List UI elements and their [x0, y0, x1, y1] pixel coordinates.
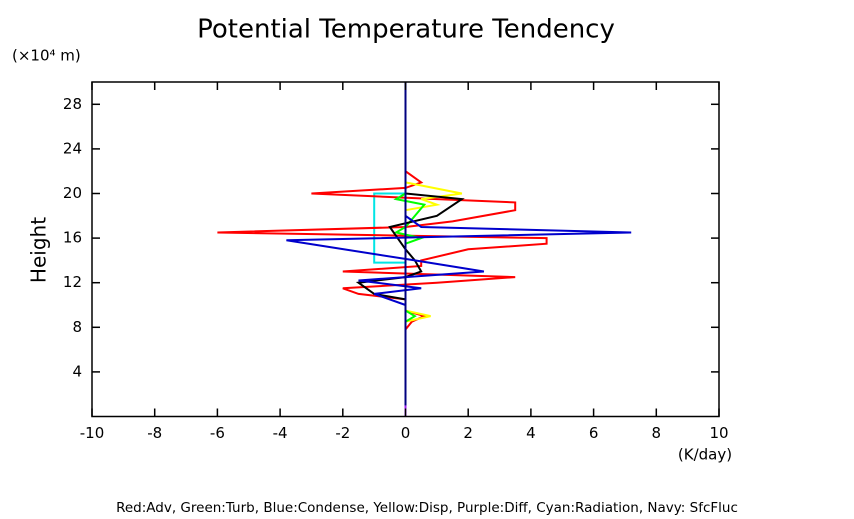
x-tick-label: 10 — [709, 424, 728, 442]
profile-line — [286, 87, 632, 417]
x-tick-label: 0 — [401, 424, 411, 442]
x-tick-label: -6 — [210, 424, 225, 442]
y-tick-label: 20 — [63, 184, 82, 202]
x-tick-label: 6 — [589, 424, 599, 442]
y-tick-label: 16 — [63, 229, 82, 247]
x-tick-label: -10 — [80, 424, 105, 442]
y-tick-label: 8 — [72, 318, 82, 336]
x-tick-label: -4 — [273, 424, 288, 442]
x-tick-label: 2 — [463, 424, 473, 442]
chart-title: Potential Temperature Tendency — [197, 15, 615, 45]
y-tick-label: 12 — [63, 273, 82, 291]
y-tick-label: 28 — [63, 95, 82, 113]
y-tick-label: 4 — [72, 362, 82, 380]
x-tick-label: 8 — [652, 424, 662, 442]
y-axis-label: Height — [27, 217, 51, 283]
profile-line — [393, 82, 427, 417]
profile-line — [373, 82, 407, 417]
legend-text: Red:Adv, Green:Turb, Blue:Condense, Yell… — [116, 500, 738, 516]
profile-line — [404, 82, 463, 417]
y-unit-label: (×10⁴ m) — [12, 47, 81, 65]
x-tick-label: -8 — [147, 424, 162, 442]
y-tick-label: 24 — [63, 139, 82, 157]
x-tick-label: 4 — [526, 424, 536, 442]
x-tick-label: -2 — [335, 424, 350, 442]
profile-line — [217, 87, 548, 417]
x-axis-label: (K/day) — [678, 446, 732, 464]
